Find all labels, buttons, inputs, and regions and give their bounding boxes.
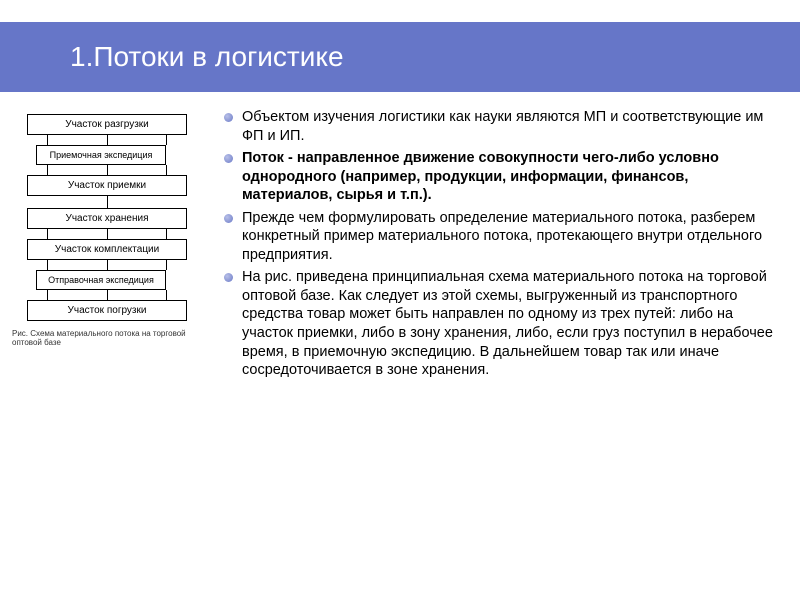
diagram-connector xyxy=(27,260,187,270)
bullet-text: Объектом изучения логистики как науки яв… xyxy=(242,109,763,144)
diagram-caption: Рис. Схема материального потока на торго… xyxy=(12,329,202,347)
bullet-text: На рис. приведена принципиальная схема м… xyxy=(242,269,773,378)
slide-title: 1.Потоки в логистике xyxy=(70,41,344,73)
bullet-text: Поток - направленное движение совокупнос… xyxy=(242,150,719,203)
bullet-list: Объектом изучения логистики как науки яв… xyxy=(224,108,782,380)
bullet-item: На рис. приведена принципиальная схема м… xyxy=(224,268,782,379)
diagram-box: Приемочная экспедиция xyxy=(36,145,166,165)
bullet-item: Поток - направленное движение совокупнос… xyxy=(224,149,782,205)
text-column: Объектом изучения логистики как науки яв… xyxy=(224,108,782,592)
diagram-connector xyxy=(107,196,108,208)
bullet-text: Прежде чем формулировать определение мат… xyxy=(242,210,762,263)
bullet-item: Объектом изучения логистики как науки яв… xyxy=(224,108,782,145)
diagram-connector xyxy=(27,290,187,300)
bullet-item: Прежде чем формулировать определение мат… xyxy=(224,209,782,265)
diagram-box: Участок комплектации xyxy=(27,239,187,260)
diagram-box: Участок приемки xyxy=(27,175,187,196)
diagram-connector xyxy=(27,229,187,239)
diagram-connector xyxy=(27,135,187,145)
slide-content: Участок разгрузки Приемочная экспедиция … xyxy=(0,100,800,600)
diagram-box: Отправочная экспедиция xyxy=(36,270,166,290)
diagram-box: Участок разгрузки xyxy=(27,114,187,135)
diagram-box: Участок хранения xyxy=(27,208,187,229)
flow-diagram: Участок разгрузки Приемочная экспедиция … xyxy=(8,108,206,592)
diagram-connector xyxy=(27,165,187,175)
diagram-box: Участок погрузки xyxy=(27,300,187,321)
slide-header: 1.Потоки в логистике xyxy=(0,22,800,92)
